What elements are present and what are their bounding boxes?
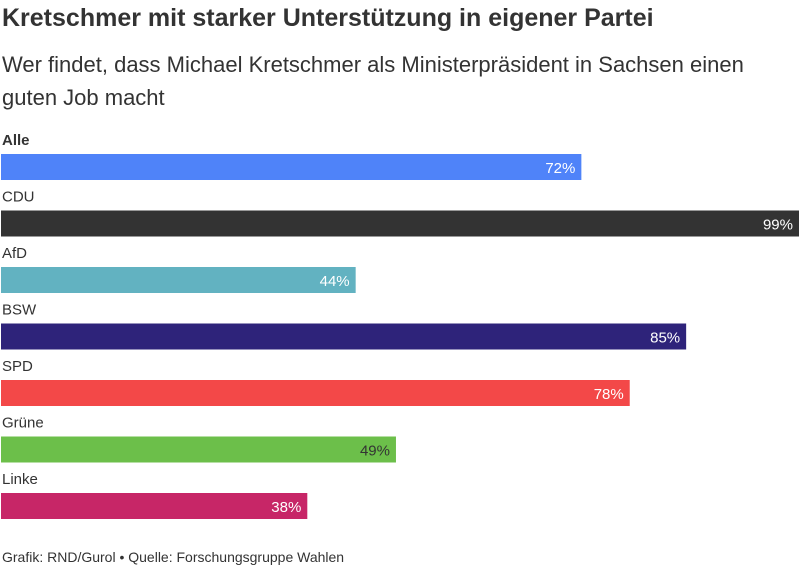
value-label: 78% — [594, 386, 624, 403]
value-label: 85% — [650, 330, 680, 347]
category-label: SPD — [2, 358, 33, 375]
bar — [1, 323, 687, 350]
value-label: 72% — [545, 160, 575, 177]
category-label: Alle — [2, 132, 30, 149]
source-footer: Grafik: RND/Gurol • Quelle: Forschungsgr… — [2, 549, 345, 565]
value-label: 38% — [271, 499, 301, 516]
category-label: Grüne — [2, 415, 44, 432]
value-label: 99% — [763, 217, 793, 234]
category-label: CDU — [2, 189, 35, 206]
category-label: AfD — [2, 245, 27, 262]
value-label: 49% — [360, 443, 390, 460]
chart-title: Kretschmer mit starker Unterstützung in … — [2, 4, 654, 32]
bar — [1, 154, 582, 180]
category-label: Linke — [2, 471, 38, 488]
bar-chart: Alle 72% CDU 99% AfD 44% BSW 85% SPD 78% Grüne 49% L… — [1, 132, 799, 519]
bar — [1, 436, 396, 463]
chart-subtitle: Wer findet, dass Michael Kretschmer als … — [2, 52, 744, 110]
value-label: 44% — [320, 273, 350, 290]
bar — [1, 267, 356, 293]
bar — [1, 380, 630, 406]
bar — [1, 210, 799, 237]
bar — [1, 493, 308, 519]
category-label: BSW — [2, 302, 37, 319]
